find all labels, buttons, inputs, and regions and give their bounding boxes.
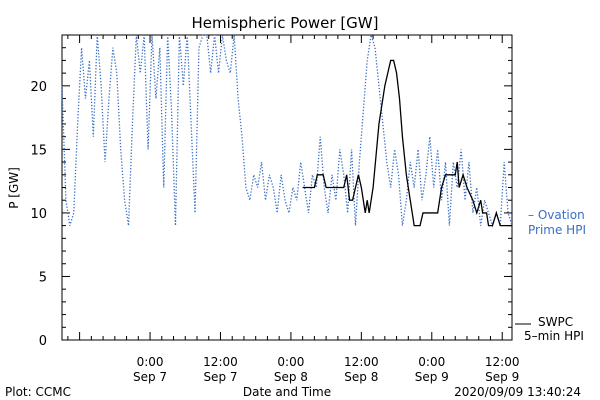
timestamp: 2020/09/09 13:40:24 [454,385,581,399]
x-tick-time-label: 0:00 [418,355,445,369]
series-layer [61,34,513,228]
x-axis-label: Date and Time [243,385,331,399]
legend-ovation-line2: Prime HPI [528,223,586,237]
x-tick-date-label: Sep 9 [485,370,519,384]
legend-swpc: SWPC 5–min HPI [515,315,584,343]
x-tick-date-label: Sep 7 [203,370,237,384]
y-axis-label: P [GW] [7,167,21,209]
x-tick-time-label: 0:00 [277,355,304,369]
y-tick-label: 5 [39,270,47,285]
plot-credit: Plot: CCMC [5,385,71,399]
y-tick-label: 0 [39,334,47,349]
legend-swpc-line2: 5–min HPI [524,329,584,343]
y-tick-label: 15 [30,143,47,158]
legend-ovation-line1: – Ovation [528,208,585,222]
legend-ovation: – Ovation Prime HPI [528,208,586,237]
x-tick-time-label: 12:00 [203,355,238,369]
x-tick-date-label: Sep 7 [133,370,167,384]
x-tick-date-label: Sep 8 [344,370,378,384]
y-tick-label: 20 [30,80,47,95]
ovation-prime-series-line [61,34,513,228]
chart-title: Hemispheric Power [GW] [192,14,379,32]
x-tick-time-label: 12:00 [485,355,520,369]
y-tick-label: 10 [30,207,47,222]
x-tick-time-label: 0:00 [137,355,164,369]
x-tick-time-label: 12:00 [344,355,379,369]
x-tick-date-label: Sep 8 [274,370,308,384]
x-tick-date-label: Sep 9 [415,370,449,384]
legend-swpc-line1: SWPC [538,315,573,329]
y-axis: 0 5 10 15 20 [30,34,512,349]
swpc-hpi-series-line [302,59,512,227]
